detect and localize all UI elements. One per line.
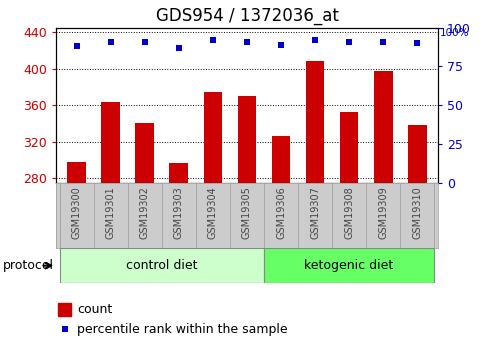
Bar: [264, 248, 433, 283]
Text: GSM19309: GSM19309: [377, 186, 387, 239]
Bar: [339, 112, 358, 183]
Bar: [169, 163, 188, 183]
Point: [310, 37, 318, 43]
Point: [412, 40, 420, 46]
Text: GSM19308: GSM19308: [344, 186, 353, 239]
Text: percentile rank within the sample: percentile rank within the sample: [77, 323, 287, 336]
Point: [208, 37, 216, 43]
Point: [73, 43, 81, 49]
Text: GSM19307: GSM19307: [309, 186, 320, 239]
Bar: [305, 61, 324, 183]
Point: [61, 326, 68, 332]
Point: [243, 39, 250, 44]
Text: ketogenic diet: ketogenic diet: [304, 259, 393, 272]
Text: control diet: control diet: [126, 259, 197, 272]
Bar: [271, 136, 290, 183]
Point: [379, 39, 386, 44]
Bar: [203, 92, 222, 183]
Text: GSM19306: GSM19306: [275, 186, 285, 239]
Point: [141, 39, 148, 44]
Text: protocol: protocol: [2, 259, 53, 272]
Text: GSM19300: GSM19300: [72, 186, 81, 239]
Bar: [58, 304, 71, 316]
Bar: [135, 124, 154, 183]
Text: GSM19310: GSM19310: [411, 186, 421, 239]
Title: GDS954 / 1372036_at: GDS954 / 1372036_at: [155, 7, 338, 25]
Text: count: count: [77, 303, 112, 316]
Bar: [373, 70, 392, 183]
Point: [345, 39, 352, 44]
Text: GSM19301: GSM19301: [105, 186, 116, 239]
Bar: [101, 102, 120, 183]
Text: 100%: 100%: [439, 28, 468, 38]
Point: [277, 42, 285, 48]
Text: GSM19302: GSM19302: [140, 186, 149, 239]
Text: GSM19304: GSM19304: [207, 186, 218, 239]
Bar: [237, 96, 256, 183]
Bar: [407, 125, 426, 183]
Bar: [67, 162, 86, 183]
Bar: [60, 248, 264, 283]
Text: GSM19303: GSM19303: [173, 186, 183, 239]
Text: GSM19305: GSM19305: [242, 186, 251, 239]
Point: [175, 45, 183, 51]
Point: [106, 39, 114, 44]
